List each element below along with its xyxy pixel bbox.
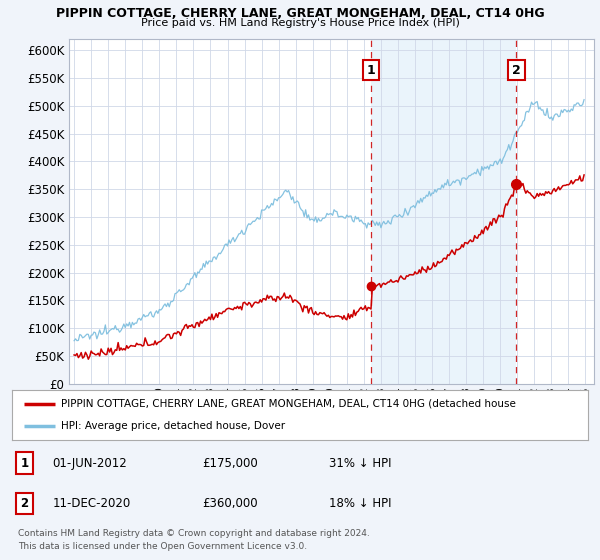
Text: 11-DEC-2020: 11-DEC-2020 [52, 497, 131, 510]
Text: PIPPIN COTTAGE, CHERRY LANE, GREAT MONGEHAM, DEAL, CT14 0HG: PIPPIN COTTAGE, CHERRY LANE, GREAT MONGE… [56, 7, 544, 20]
Bar [371, 39, 517, 384]
Text: HPI: Average price, detached house, Dover: HPI: Average price, detached house, Dove… [61, 421, 285, 431]
Text: Price paid vs. HM Land Registry's House Price Index (HPI): Price paid vs. HM Land Registry's House … [140, 18, 460, 28]
Text: Contains HM Land Registry data © Crown copyright and database right 2024.
This d: Contains HM Land Registry data © Crown c… [18, 529, 370, 550]
Text: £360,000: £360,000 [202, 497, 258, 510]
Text: 1: 1 [367, 64, 376, 77]
Text: £175,000: £175,000 [202, 456, 258, 470]
Text: 01-JUN-2012: 01-JUN-2012 [52, 456, 127, 470]
Text: 1: 1 [20, 456, 29, 470]
Text: 2: 2 [512, 64, 521, 77]
Text: PIPPIN COTTAGE, CHERRY LANE, GREAT MONGEHAM, DEAL, CT14 0HG (detached house: PIPPIN COTTAGE, CHERRY LANE, GREAT MONGE… [61, 399, 516, 409]
Text: 18% ↓ HPI: 18% ↓ HPI [329, 497, 391, 510]
Text: 31% ↓ HPI: 31% ↓ HPI [329, 456, 391, 470]
Text: 2: 2 [20, 497, 29, 510]
